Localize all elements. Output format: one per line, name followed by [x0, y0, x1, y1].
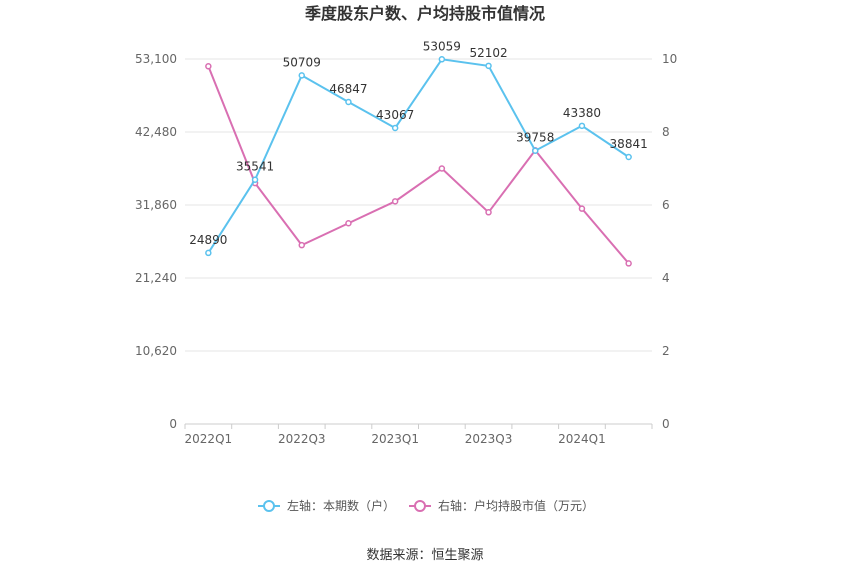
avg-value-point [485, 209, 492, 216]
y-right-tick-label: 6 [662, 198, 670, 212]
series-layer [205, 56, 632, 267]
avg-value-point [625, 260, 632, 267]
data-label: 39758 [516, 131, 554, 145]
holders-point [345, 98, 352, 106]
holders-point [298, 72, 305, 79]
holders-point [625, 153, 632, 161]
legend-swatch-marker [414, 500, 426, 512]
x-tick-label: 2023Q3 [465, 432, 513, 446]
data-labels: 24890 35541 50709 46847 43067 53059 52102 39758… [189, 39, 647, 247]
data-label: 24890 [189, 233, 227, 247]
y-right-tick-label: 10 [662, 52, 677, 66]
data-label: 53059 [423, 39, 461, 53]
x-tick-label: 2024Q1 [558, 432, 606, 446]
grid [185, 58, 652, 425]
avg-value-line [207, 65, 630, 265]
holders-point [251, 176, 259, 183]
avg-value-point [578, 205, 586, 212]
data-label: 50709 [283, 55, 321, 69]
left-axis: 0 10,620 21,240 31,860 42,480 53,100 [135, 52, 177, 431]
data-label: 38841 [610, 137, 648, 151]
holders-point [578, 122, 586, 130]
data-label: 43380 [563, 106, 601, 120]
avg-value-point [438, 165, 446, 172]
y-left-tick-label: 42,480 [135, 125, 177, 139]
y-right-tick-label: 0 [662, 417, 670, 431]
holders-point [532, 147, 539, 154]
legend: 左轴：本期数（户） 右轴：户均持股市值（万元） [258, 498, 594, 513]
x-tick-label: 2022Q1 [185, 432, 233, 446]
y-left-tick-label: 0 [169, 417, 177, 431]
avg-value-point [391, 198, 399, 205]
y-right-tick-label: 2 [662, 344, 670, 358]
legend-label: 右轴：户均持股市值（万元） [438, 498, 594, 513]
y-left-tick-label: 21,240 [135, 271, 177, 285]
data-label: 46847 [329, 82, 367, 96]
avg-value-point [298, 241, 305, 249]
source-label: 数据来源：恒生聚源 [366, 548, 483, 563]
x-axis: 2022Q1 2022Q3 2023Q1 2023Q3 2024Q1 [184, 424, 653, 446]
holders-point [438, 56, 446, 63]
data-label: 43067 [376, 108, 414, 122]
y-right-tick-label: 4 [662, 271, 670, 285]
holders-line [207, 58, 630, 254]
holders-point [391, 124, 399, 132]
x-tick-label: 2023Q1 [371, 432, 419, 446]
avg-value-point [205, 63, 212, 70]
chart-title: 季度股东户数、户均持股市值情况 [304, 4, 545, 23]
y-left-tick-label: 10,620 [135, 344, 177, 358]
data-label: 35541 [236, 160, 274, 174]
data-label: 52102 [469, 46, 507, 60]
holders-point [205, 249, 212, 257]
y-left-tick-label: 31,860 [135, 198, 177, 212]
holders-point [485, 62, 492, 70]
y-left-tick-label: 53,100 [135, 52, 177, 66]
avg-value-point [345, 220, 352, 227]
x-tick-label: 2022Q3 [278, 432, 326, 446]
right-axis: 0 2 4 6 8 10 [662, 52, 677, 431]
legend-label: 左轴：本期数（户） [287, 498, 395, 513]
legend-swatch-marker [263, 500, 275, 512]
y-right-tick-label: 8 [662, 125, 670, 139]
